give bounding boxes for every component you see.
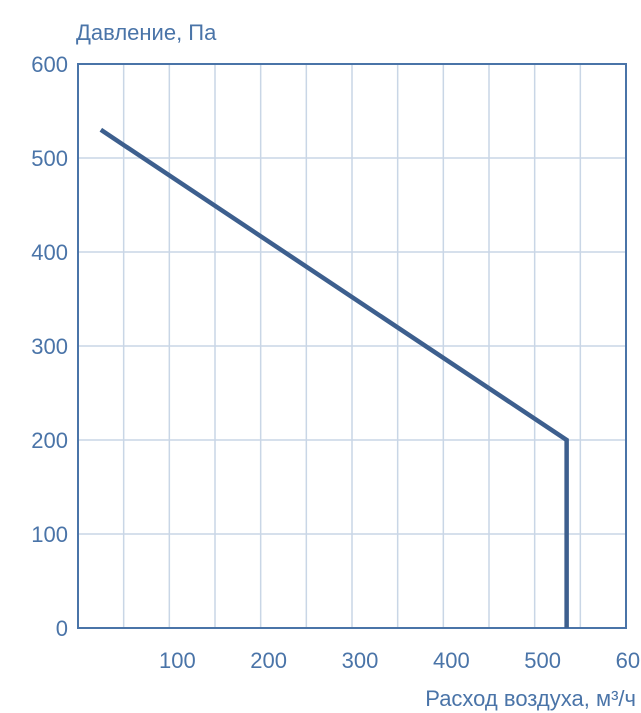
- x-tick-label: 500: [524, 648, 561, 673]
- x-tick-label: 400: [433, 648, 470, 673]
- y-tick-label: 200: [31, 428, 68, 453]
- y-tick-label: 400: [31, 240, 68, 265]
- x-tick-label: 200: [250, 648, 287, 673]
- x-tick-labels: 100 200 300 400 500 600: [159, 648, 641, 673]
- series-line: [99, 127, 569, 628]
- x-tick-label: 600: [616, 648, 641, 673]
- x-tick-label: 300: [342, 648, 379, 673]
- y-tick-label: 500: [31, 146, 68, 171]
- axes: [77, 63, 627, 629]
- y-tick-label: 300: [31, 334, 68, 359]
- series-group: [99, 127, 569, 628]
- grid-lines: [78, 64, 626, 628]
- y-tick-label: 600: [31, 52, 68, 77]
- y-axis-title: Давление, Па: [76, 20, 217, 45]
- x-axis-title: Расход воздуха, м³/ч: [425, 686, 636, 711]
- y-tick-labels: 0 100 200 300 400 500 600: [31, 52, 68, 641]
- y-tick-label: 0: [56, 616, 68, 641]
- x-tick-label: 100: [159, 648, 196, 673]
- y-tick-label: 100: [31, 522, 68, 547]
- plot-frame: [77, 63, 627, 629]
